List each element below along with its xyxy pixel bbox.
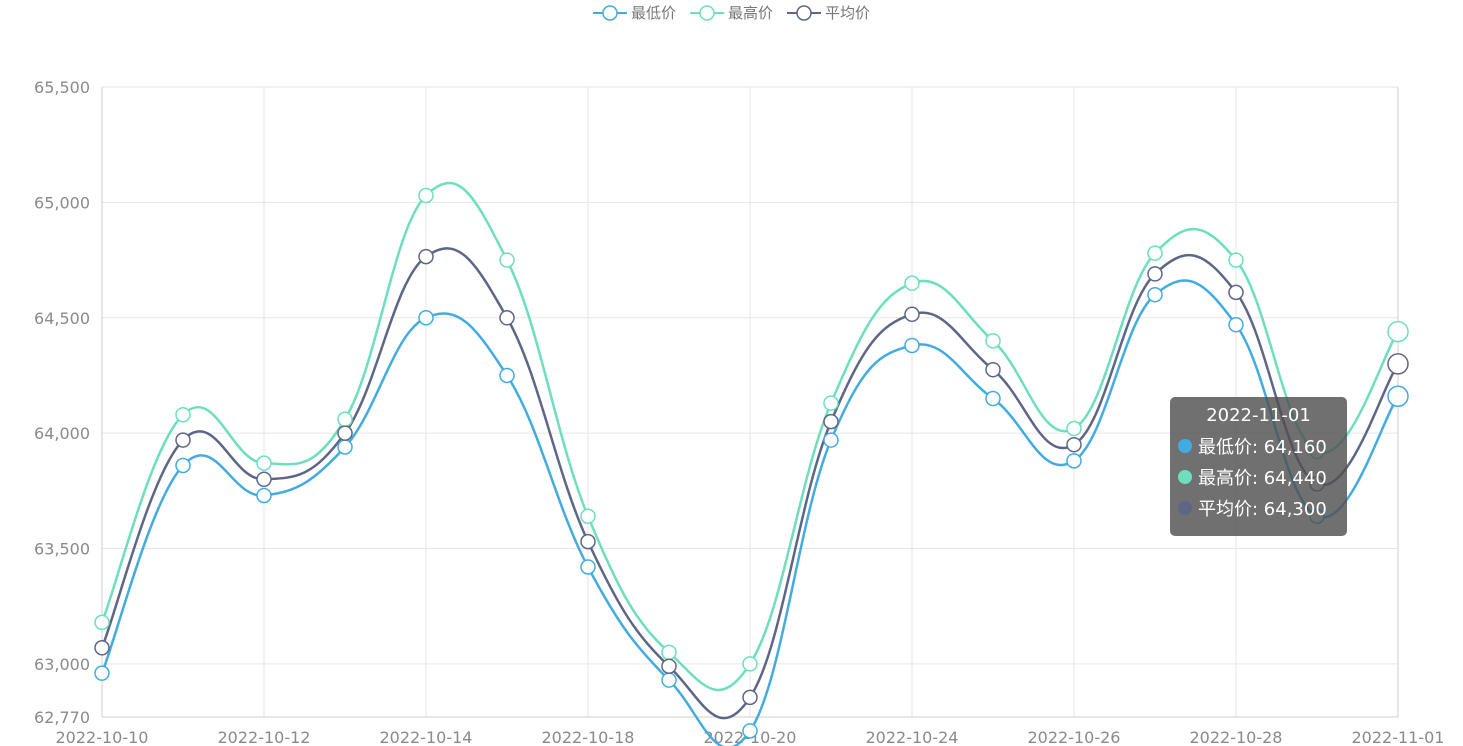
y-tick-label: 64,500 bbox=[34, 309, 90, 328]
data-point-avg bbox=[904, 306, 920, 323]
legend-item-high[interactable]: 最高价 bbox=[689, 2, 773, 23]
data-point-high bbox=[661, 644, 677, 661]
data-point-high bbox=[1066, 420, 1082, 437]
data-point-avg bbox=[661, 658, 677, 674]
data-point-low bbox=[1066, 453, 1082, 469]
data-point-low bbox=[742, 723, 758, 739]
data-point-high bbox=[1147, 245, 1163, 261]
data-point-high bbox=[94, 614, 110, 631]
tooltip-row-low: 最低价: 64,160 bbox=[1178, 430, 1339, 461]
data-point-avg bbox=[1387, 353, 1409, 375]
x-tick-label: 2022-10-24 bbox=[866, 728, 959, 746]
data-point-avg bbox=[94, 640, 110, 656]
x-tick-label: 2022-10-12 bbox=[218, 728, 311, 746]
data-tooltip: 2022-11-01 最低价: 64,160 最高价: 64,440 平均价: … bbox=[1170, 397, 1347, 536]
tooltip-row-avg: 平均价: 64,300 bbox=[1178, 492, 1339, 523]
x-tick-label: 2022-10-10 bbox=[56, 728, 149, 746]
y-tick-label: 65,000 bbox=[34, 193, 90, 212]
y-tick-label: 63,000 bbox=[34, 655, 90, 674]
data-point-low bbox=[661, 672, 677, 688]
data-point-low bbox=[1147, 286, 1163, 303]
data-point-high bbox=[418, 187, 434, 204]
x-tick-label: 2022-10-14 bbox=[380, 728, 473, 746]
data-point-high bbox=[337, 411, 353, 428]
data-point-avg bbox=[499, 310, 515, 326]
data-point-avg bbox=[418, 248, 434, 265]
data-point-low bbox=[499, 367, 515, 384]
legend-item-low[interactable]: 最低价 bbox=[592, 2, 676, 23]
tooltip-dot-low bbox=[1178, 438, 1192, 453]
y-tick-label: 62,770 bbox=[34, 708, 90, 727]
data-point-avg bbox=[1066, 436, 1082, 453]
x-tick-label: 2022-11-01 bbox=[1352, 728, 1445, 746]
data-point-low bbox=[823, 432, 839, 448]
legend-label-high: 最高价 bbox=[727, 4, 773, 22]
data-point-low bbox=[94, 665, 110, 681]
data-point-avg bbox=[337, 425, 353, 441]
data-point-avg bbox=[1228, 284, 1244, 301]
data-point-low bbox=[256, 487, 272, 504]
tooltip-row-high: 最高价: 64,440 bbox=[1178, 461, 1339, 492]
legend-label-low: 最低价 bbox=[630, 4, 676, 22]
data-point-low bbox=[904, 337, 920, 354]
data-point-low bbox=[175, 457, 191, 474]
data-point-high bbox=[580, 508, 596, 524]
legend-marker-high bbox=[689, 4, 724, 21]
tooltip-value-high: 最高价: 64,440 bbox=[1198, 467, 1327, 489]
data-point-avg bbox=[823, 413, 839, 430]
y-tick-label: 65,500 bbox=[34, 78, 90, 97]
data-point-avg bbox=[985, 361, 1001, 378]
data-point-high bbox=[499, 252, 515, 268]
data-point-high bbox=[985, 333, 1001, 349]
tooltip-value-avg: 平均价: 64,300 bbox=[1198, 498, 1327, 520]
legend-marker-low bbox=[592, 4, 627, 21]
data-point-high bbox=[1228, 252, 1244, 268]
x-tick-label: 2022-10-18 bbox=[542, 728, 635, 746]
data-point-high bbox=[904, 275, 920, 291]
data-point-low bbox=[580, 559, 596, 575]
data-point-avg bbox=[256, 471, 272, 488]
legend-item-avg[interactable]: 平均价 bbox=[787, 2, 870, 23]
data-point-low bbox=[418, 310, 434, 326]
tooltip-title: 2022-11-01 bbox=[1206, 405, 1311, 426]
data-point-high bbox=[742, 656, 758, 672]
tooltip-dot-high bbox=[1178, 469, 1192, 484]
data-point-low bbox=[985, 390, 1001, 407]
data-point-avg bbox=[1147, 266, 1163, 282]
data-point-avg bbox=[742, 689, 758, 706]
data-point-avg bbox=[580, 533, 596, 550]
chart-legend: 最低价 最高价 平均价 bbox=[0, 2, 1463, 23]
legend-label-avg: 平均价 bbox=[825, 4, 871, 22]
data-point-low bbox=[1387, 385, 1409, 407]
data-point-high bbox=[1387, 320, 1409, 343]
legend-marker-avg bbox=[787, 4, 821, 21]
x-tick-label: 2022-10-28 bbox=[1190, 728, 1283, 746]
data-point-avg bbox=[175, 432, 191, 448]
tooltip-value-low: 最低价: 64,160 bbox=[1198, 436, 1327, 458]
data-point-low bbox=[337, 439, 353, 455]
data-point-high bbox=[256, 455, 272, 471]
data-point-high bbox=[823, 395, 839, 411]
data-point-low bbox=[1228, 316, 1244, 333]
tooltip-dot-avg bbox=[1178, 500, 1192, 515]
y-tick-label: 63,500 bbox=[34, 540, 90, 559]
y-tick-label: 64,000 bbox=[34, 424, 90, 443]
data-point-high bbox=[175, 406, 191, 423]
x-tick-label: 2022-10-26 bbox=[1028, 728, 1121, 746]
